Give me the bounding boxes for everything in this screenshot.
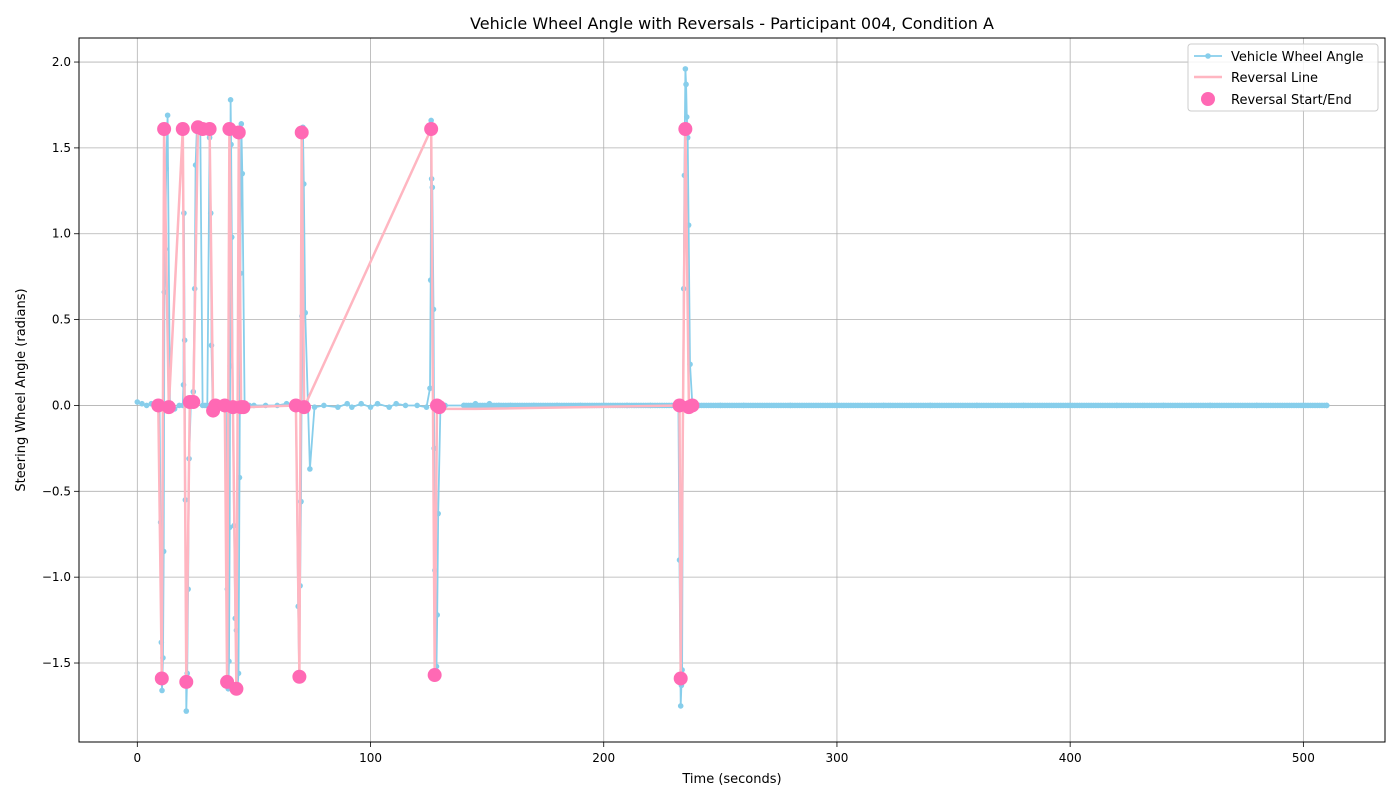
wheel-angle-point <box>239 170 246 177</box>
reversal-marker <box>175 122 190 137</box>
reversal-marker <box>678 122 693 137</box>
wheel-angle-point <box>311 404 318 410</box>
reversal-marker <box>154 671 169 686</box>
reversal-marker <box>424 122 439 137</box>
wheel-angle-point <box>428 117 434 124</box>
x-axis-label: Time (seconds) <box>681 772 781 787</box>
wheel-angle-point <box>1323 402 1330 409</box>
reversal-marker <box>292 669 307 684</box>
reversal-marker <box>294 125 309 140</box>
y-tick-label: 2.0 <box>52 55 71 69</box>
x-tick-label: 300 <box>825 751 848 765</box>
wheel-angle-point <box>164 112 171 119</box>
wheel-angle-point <box>183 708 190 714</box>
y-tick-label: −0.5 <box>42 484 71 498</box>
wheel-angle-point <box>349 404 355 410</box>
wheel-angle-point <box>683 114 690 120</box>
plot-area-frame <box>78 37 1386 743</box>
reversal-marker <box>179 674 194 689</box>
y-tick-label: 0.5 <box>52 313 71 327</box>
wheel-angle-point <box>682 66 689 72</box>
reversal-marker <box>151 398 166 413</box>
reversal-marker <box>685 398 700 413</box>
reversal-marker <box>427 668 442 683</box>
wheel-angle-point <box>159 687 165 694</box>
reversal-marker <box>236 400 251 415</box>
reversal-marker <box>231 125 246 140</box>
legend-wheel-point-swatch <box>1205 53 1211 59</box>
wheel-angle-point <box>227 97 234 103</box>
wheel-angle-point <box>393 400 399 407</box>
legend-entry-reversal-start-end: Reversal Start/End <box>1231 93 1352 108</box>
wheel-angle-point <box>307 466 313 472</box>
chart-title: Vehicle Wheel Angle with Reversals - Par… <box>470 14 994 33</box>
reversal-marker <box>229 681 244 696</box>
x-tick-label: 500 <box>1292 751 1315 765</box>
y-tick-label: 1.5 <box>52 141 71 155</box>
y-tick-label: 1.0 <box>52 227 71 241</box>
y-tick-label: −1.0 <box>42 570 71 584</box>
x-tick-label: 200 <box>592 751 615 765</box>
y-tick-label: 0.0 <box>52 398 71 412</box>
x-axis-ticks: 0 100 200 300 400 500 <box>133 742 1315 765</box>
reversal-marker <box>432 400 447 415</box>
wheel-angle-point <box>386 404 392 410</box>
wheel-angle-point <box>367 404 374 410</box>
wheel-angle-point <box>238 121 245 127</box>
reversal-markers <box>151 120 700 696</box>
wheel-angle-point <box>358 400 364 407</box>
wheel-angle-point <box>677 703 684 709</box>
y-axis-ticks: −1.5 −1.0 −0.5 0.0 0.5 1.0 1.5 2.0 <box>42 55 79 670</box>
reversal-marker <box>673 671 688 686</box>
wheel-angle-point <box>423 404 430 410</box>
wheel-angle-point <box>143 402 150 409</box>
legend-reversal-marker-swatch <box>1201 92 1215 106</box>
wheel-angle-point <box>683 81 689 88</box>
reversal-marker <box>297 400 312 415</box>
reversal-marker <box>202 122 217 137</box>
reversal-marker <box>161 400 176 415</box>
wheel-angle-point <box>402 402 409 409</box>
reversal-marker <box>157 122 172 137</box>
legend: Vehicle Wheel Angle Reversal Line Revers… <box>1187 43 1379 112</box>
wheel-angle-point <box>344 400 350 407</box>
wheel-angle-point <box>427 385 433 392</box>
wheel-angle-point <box>335 404 341 410</box>
x-tick-label: 0 <box>133 751 141 765</box>
wheel-angle-point <box>414 402 420 409</box>
legend-box <box>1187 43 1379 112</box>
y-tick-label: −1.5 <box>42 656 71 670</box>
x-tick-label: 100 <box>359 751 382 765</box>
x-tick-label: 400 <box>1059 751 1082 765</box>
wheel-angle-point <box>139 400 145 407</box>
legend-entry-wheel-angle: Vehicle Wheel Angle <box>1231 50 1363 65</box>
wheel-angle-point <box>321 402 327 409</box>
reversal-marker <box>186 395 201 410</box>
y-axis-label: Steering Wheel Angle (radians) <box>14 288 29 491</box>
wheel-angle-point <box>374 400 381 407</box>
legend-entry-reversal-line: Reversal Line <box>1231 71 1318 86</box>
wheel-angle-point <box>134 399 141 405</box>
